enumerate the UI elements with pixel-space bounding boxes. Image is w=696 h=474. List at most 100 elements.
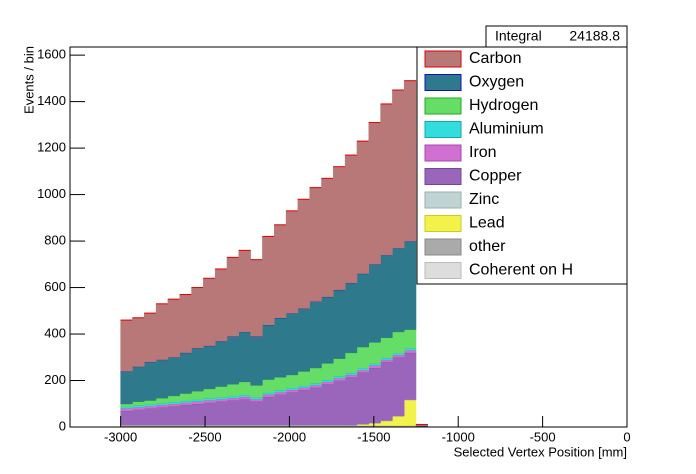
- bar-segment: [214, 401, 228, 426]
- x-tick-label: -2500: [188, 429, 221, 444]
- bar-segment: [167, 357, 180, 396]
- bar-segment: [262, 236, 275, 325]
- bar-segment: [155, 303, 169, 360]
- bar-segment: [392, 247, 405, 332]
- legend-entries: Carbon Oxygen Hydrogen Aluminium Iron Copper Z…: [424, 50, 573, 279]
- bar-segment: [214, 386, 228, 398]
- bar-segment: [285, 312, 299, 375]
- bar-segment: [333, 358, 346, 377]
- legend-label: Carbon: [469, 50, 521, 67]
- bar-segment: [344, 154, 358, 284]
- bar-segment: [132, 401, 145, 406]
- x-axis-label: Selected Vertex Position [mm]: [454, 444, 627, 459]
- bar-segment: [155, 406, 169, 426]
- bar-segment: [368, 122, 381, 265]
- bar-segment: [344, 376, 358, 426]
- bar-segment: [368, 341, 381, 364]
- bar-segment: [333, 380, 346, 426]
- y-tick-label: 1200: [37, 140, 66, 155]
- bar-segment: [250, 401, 263, 426]
- bar-segment: [155, 359, 169, 399]
- y-tick-label: 800: [44, 233, 66, 248]
- bar-segment: [214, 340, 228, 387]
- bar-segment: [344, 282, 358, 353]
- bar-segment: [191, 403, 204, 426]
- bar-segment: [179, 294, 192, 353]
- bar-segment: [403, 352, 417, 400]
- bar-segment: [380, 337, 393, 358]
- bar-segment: [321, 178, 334, 298]
- bar-segment: [262, 324, 275, 380]
- legend-swatch: [424, 191, 462, 209]
- bar-segment: [356, 273, 370, 348]
- x-tick-label: -1500: [357, 429, 390, 444]
- bar-segment: [273, 394, 287, 426]
- bar-segment: [203, 278, 216, 346]
- bar-segment: [297, 370, 310, 386]
- bar-segment: [144, 408, 157, 426]
- bar-segment: [392, 331, 405, 354]
- bar-segment: [179, 404, 192, 426]
- legend-label: Aluminium: [469, 121, 544, 138]
- bar-segment: [262, 379, 275, 393]
- bar-segment: [167, 405, 180, 426]
- bar-segment: [321, 296, 334, 364]
- bar-segment: [226, 383, 240, 397]
- bar-segment: [191, 287, 204, 349]
- bar-segment: [333, 166, 346, 291]
- legend-label: Oxygen: [469, 74, 524, 91]
- bar-segment: [403, 399, 417, 426]
- stats-label: Integral: [495, 28, 542, 44]
- bar-segment: [120, 410, 133, 426]
- y-tick-label: 400: [44, 325, 66, 340]
- bar-segment: [144, 400, 157, 405]
- bar-segment: [285, 391, 299, 426]
- bar-segment: [250, 259, 263, 337]
- x-tick-label: -3000: [104, 429, 137, 444]
- legend-swatch: [424, 97, 462, 115]
- bar-segment: [238, 331, 251, 382]
- plot-area: [120, 80, 429, 428]
- bar-segment: [321, 383, 334, 426]
- bar-segment: [380, 420, 393, 426]
- y-tick-label: 200: [44, 372, 66, 387]
- x-tick-label: -2000: [273, 429, 306, 444]
- y-tick-label: 1600: [37, 47, 66, 62]
- bar-segment: [214, 268, 228, 342]
- bar-segment: [179, 352, 192, 394]
- bar-segment: [203, 388, 216, 399]
- legend-label: Zinc: [469, 191, 499, 208]
- bar-segment: [309, 367, 322, 384]
- bar-segment: [392, 416, 405, 426]
- bar-segment: [226, 400, 240, 426]
- legend-swatch: [424, 262, 462, 279]
- bar-segment: [392, 89, 405, 249]
- legend-label: Hydrogen: [469, 97, 538, 114]
- x-tick-label: -1000: [442, 429, 475, 444]
- legend-label: Copper: [469, 168, 522, 185]
- bar-segment: [309, 187, 322, 302]
- bar-segment: [132, 409, 145, 426]
- bar-segment: [380, 361, 393, 421]
- bar-segment: [273, 224, 287, 319]
- legend-swatch: [424, 215, 462, 232]
- bar-segment: [120, 319, 133, 372]
- bar-segment: [285, 374, 299, 389]
- y-axis-label: Events / bin: [21, 46, 36, 114]
- bar-segment: [144, 361, 157, 401]
- bar-segment: [120, 370, 133, 405]
- legend-swatch: [424, 121, 462, 138]
- bar-segment: [132, 366, 145, 402]
- y-tick-label: 600: [44, 279, 66, 294]
- bar-segment: [238, 398, 251, 426]
- stats-value: 24188.8: [569, 28, 620, 44]
- bar-segment: [226, 336, 240, 385]
- legend-label: Iron: [469, 144, 497, 161]
- bar-segment: [191, 390, 204, 400]
- bar-segment: [321, 362, 334, 381]
- bar-segment: [250, 384, 263, 398]
- bar-segment: [380, 254, 393, 338]
- legend-label: other: [469, 238, 506, 255]
- bar-segment: [238, 381, 251, 396]
